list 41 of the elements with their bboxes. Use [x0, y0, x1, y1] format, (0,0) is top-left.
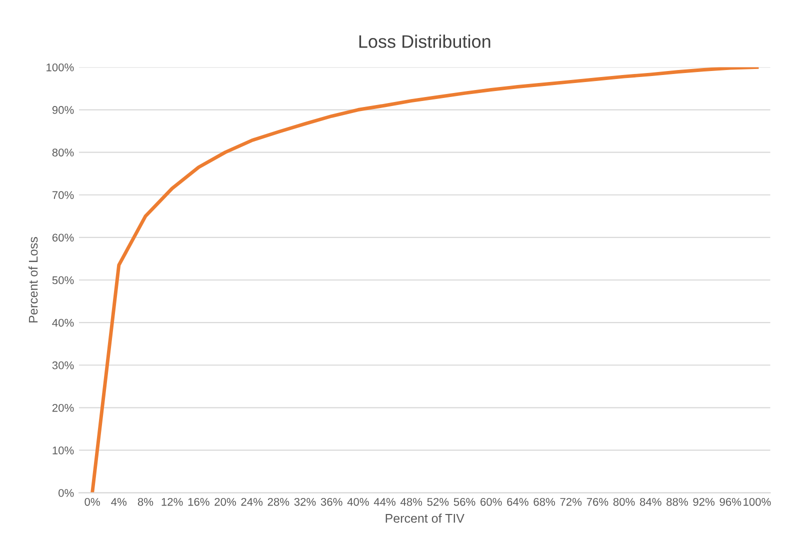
- x-tick-label: 72%: [560, 498, 582, 506]
- x-tick-label: 16%: [188, 498, 210, 506]
- x-tick-label: 60%: [480, 498, 502, 506]
- y-tick-label: 70%: [52, 191, 74, 200]
- x-tick-label: 80%: [613, 498, 635, 506]
- x-tick-label: 92%: [693, 498, 715, 506]
- x-tick-label: 88%: [666, 498, 688, 506]
- x-tick-label: 44%: [374, 498, 396, 506]
- x-tick-label: 100%: [744, 498, 771, 506]
- y-tick-label: 80%: [52, 148, 74, 156]
- x-tick-label: 12%: [162, 498, 183, 506]
- y-tick-label: 100%: [46, 63, 74, 72]
- y-tick-label: 0%: [58, 489, 74, 497]
- x-tick-label: 96%: [720, 498, 742, 506]
- y-tick-label: 40%: [52, 318, 74, 327]
- x-tick-label: 76%: [586, 498, 608, 506]
- y-axis-title: Percent of Loss: [28, 237, 38, 322]
- x-tick-label: 32%: [294, 498, 316, 506]
- x-tick-label: 56%: [454, 498, 476, 506]
- x-tick-label: 8%: [138, 498, 154, 506]
- y-tick-label: 20%: [52, 404, 74, 412]
- line-series: [90, 67, 759, 493]
- y-tick-label: 10%: [52, 446, 74, 454]
- y-tick-label: 90%: [52, 106, 74, 114]
- y-tick-label: 50%: [52, 276, 74, 284]
- x-tick-label: 4%: [111, 498, 127, 506]
- x-tick-label: 24%: [241, 498, 263, 506]
- x-tick-label: 84%: [640, 498, 662, 506]
- y-tick-label: 60%: [52, 234, 74, 242]
- x-tick-label: 0%: [84, 498, 100, 506]
- x-tick-label: 52%: [427, 498, 449, 506]
- x-tick-label: 20%: [214, 498, 236, 506]
- x-tick-label: 36%: [320, 498, 342, 506]
- x-tick-label: 28%: [268, 498, 290, 506]
- x-axis-title: Percent of TIV: [386, 514, 464, 523]
- x-tick-label: 64%: [507, 498, 528, 506]
- x-tick-label: 48%: [400, 498, 422, 506]
- x-tick-label: 40%: [347, 498, 369, 506]
- y-tick-label: 30%: [52, 361, 74, 370]
- x-tick-label: 68%: [534, 498, 555, 506]
- chart-title: Loss Distribution: [359, 34, 490, 48]
